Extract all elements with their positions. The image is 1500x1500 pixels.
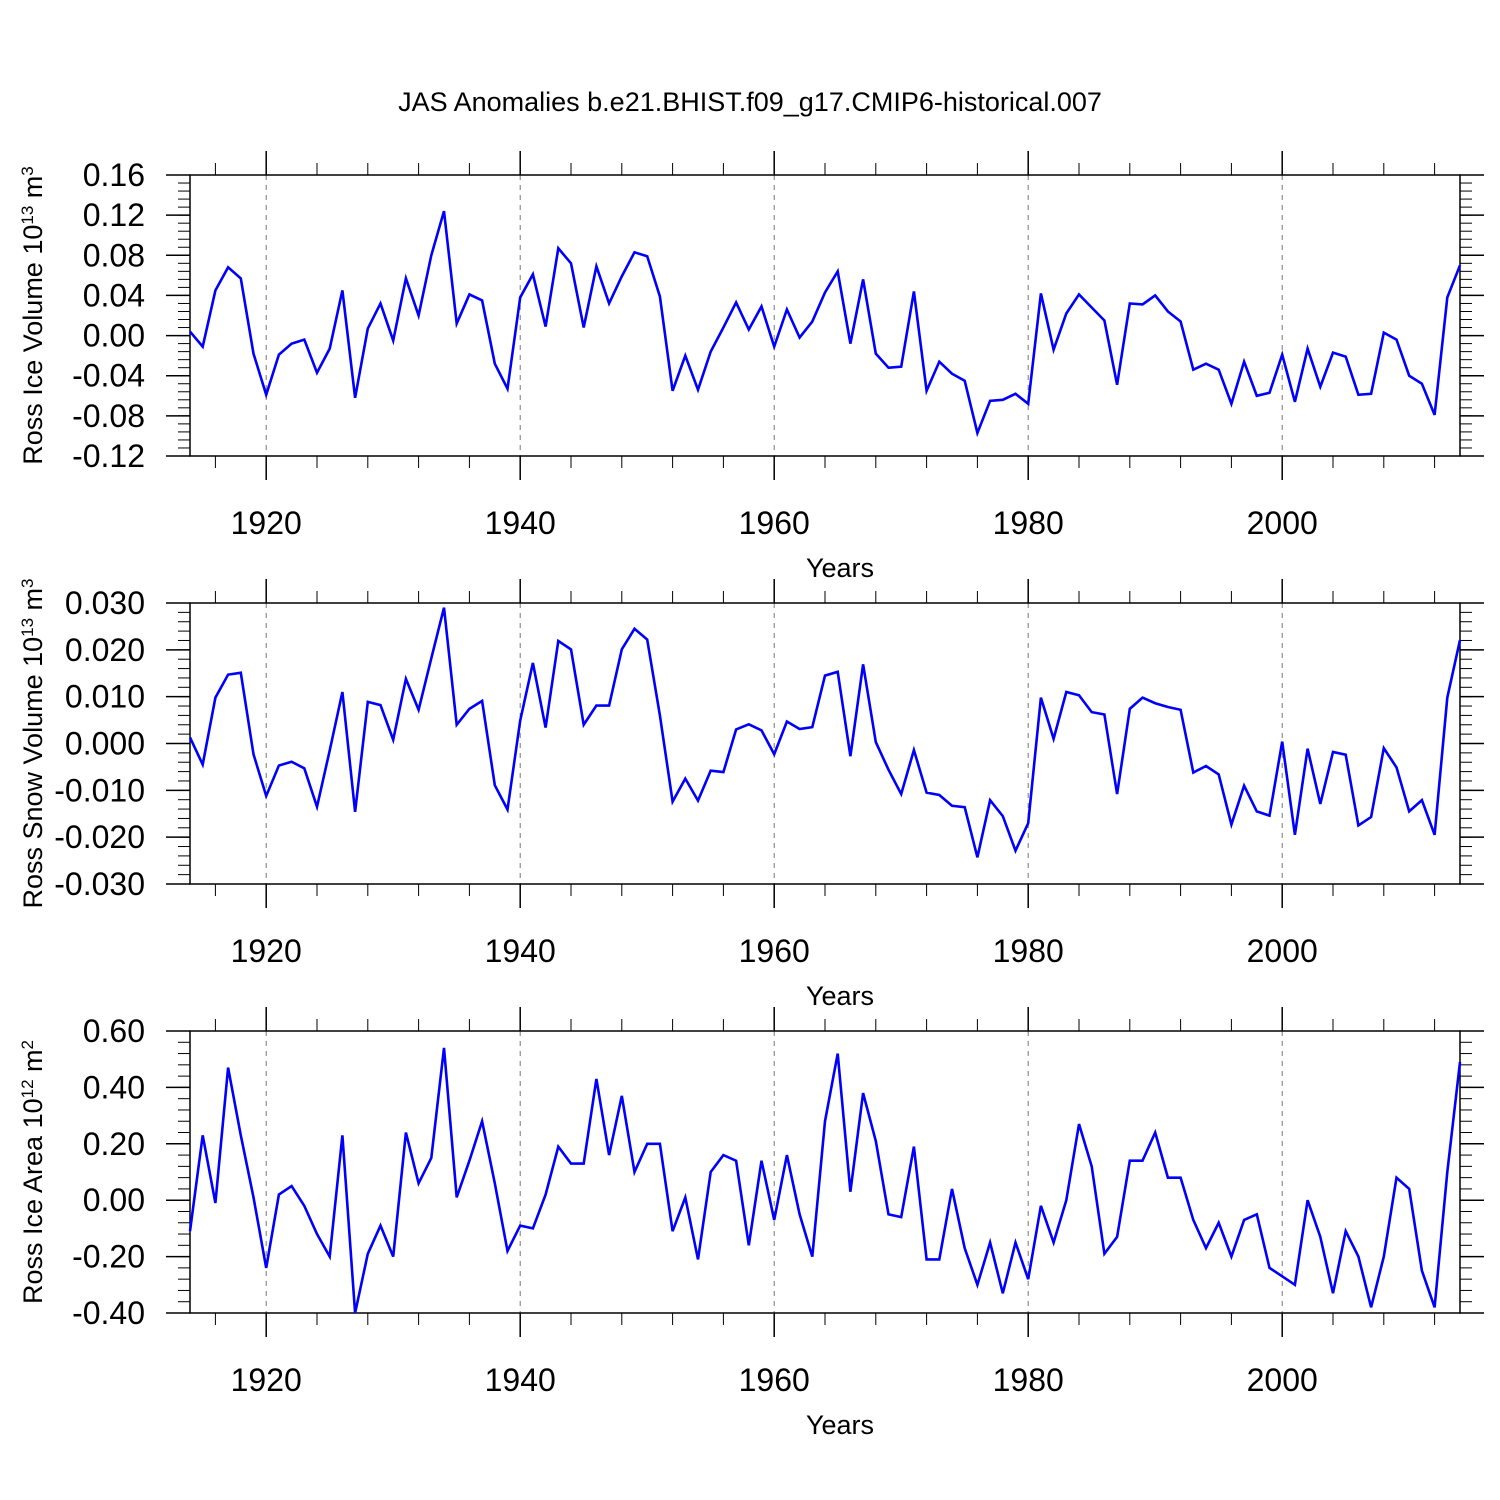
axis-label-y-superscript: 13 — [18, 618, 37, 637]
tick-label-y: -0.04 — [72, 358, 145, 394]
axis-label-y-part: m — [18, 176, 48, 206]
tick-label-y: 0.20 — [83, 1126, 145, 1162]
tick-label-x: 1920 — [231, 505, 302, 541]
tick-label-y: -0.12 — [72, 438, 145, 474]
tick-label-y: -0.20 — [72, 1239, 145, 1275]
data-series-line — [188, 1047, 1462, 1314]
tick-label-y: 0.00 — [83, 318, 145, 354]
axis-label-y-superscript: 3 — [18, 578, 37, 587]
tick-label-x: 1980 — [993, 505, 1064, 541]
axis-label-y-part: Ross Snow Volume 10 — [18, 637, 48, 909]
axis-label-y-superscript: 2 — [18, 1040, 37, 1049]
chart-panel-3: 1920 1940 1960 1980 2000 -0.40 -0.20 0.00 0.20 0.… — [18, 1007, 1484, 1440]
tick-label-x: 1980 — [993, 1362, 1064, 1398]
plot-frame — [189, 174, 1461, 457]
tick-label-y: -0.40 — [72, 1295, 145, 1331]
tick-label-y: 0.08 — [83, 237, 145, 273]
chart-title: JAS Anomalies b.e21.BHIST.f09_g17.CMIP6-… — [398, 87, 1102, 117]
tick-label-x: 1960 — [739, 933, 810, 969]
plot-frame — [189, 1030, 1461, 1314]
data-series-line — [188, 607, 1462, 858]
tick-label-x: 1980 — [993, 933, 1064, 969]
tick-label-x: 2000 — [1247, 1362, 1318, 1398]
axis-label-y-part: Ross Ice Volume 10 — [18, 225, 48, 465]
axis-label-y-superscript: 3 — [18, 166, 37, 175]
tick-label-x: 1920 — [231, 1362, 302, 1398]
tick-label-x: 1940 — [485, 505, 556, 541]
axis-label-y: Ross Ice Area 1012 m2 — [18, 1040, 49, 1304]
tick-label-y: -0.030 — [54, 866, 145, 902]
chart-panel-1: 1920 1940 1960 1980 2000 -0.12 -0.08 -0.04 0.00 0… — [18, 151, 1484, 583]
tick-label-y: 0.16 — [83, 157, 145, 193]
axis-label-x: Years — [806, 1410, 874, 1440]
tick-label-x: 1960 — [739, 505, 810, 541]
axis-label-y: Ross Snow Volume 1013 m3 — [18, 578, 49, 908]
axis-label-y: Ross Ice Volume 1013 m3 — [18, 166, 49, 465]
axis-label-x: Years — [806, 981, 874, 1011]
tick-label-x: 2000 — [1247, 505, 1318, 541]
tick-label-x: 1940 — [485, 1362, 556, 1398]
tick-label-y: 0.40 — [83, 1069, 145, 1105]
tick-label-y: -0.08 — [72, 398, 145, 434]
axis-label-y-superscript: 13 — [18, 206, 37, 225]
tick-label-y: 0.12 — [83, 197, 145, 233]
tick-label-y: 0.00 — [83, 1182, 145, 1218]
axis-label-y-superscript: 12 — [18, 1079, 37, 1098]
tick-label-y: -0.010 — [54, 772, 145, 808]
plot-frame — [189, 602, 1461, 885]
tick-label-x: 2000 — [1247, 933, 1318, 969]
chart-panel-2: 1920 1940 1960 1980 2000 -0.030 -0.020 -0.010 0.… — [18, 578, 1484, 1011]
axis-label-y-part: Ross Ice Area 10 — [18, 1098, 48, 1304]
tick-label-y: 0.04 — [83, 277, 145, 313]
axis-label-y-part: m — [18, 588, 48, 618]
tick-label-x: 1920 — [231, 933, 302, 969]
axis-label-y-part: m — [18, 1049, 48, 1079]
tick-label-y: -0.020 — [54, 819, 145, 855]
tick-label-x: 1940 — [485, 933, 556, 969]
tick-label-y: 0.010 — [65, 679, 145, 715]
tick-label-y: 0.030 — [65, 585, 145, 621]
axis-label-x: Years — [806, 553, 874, 583]
tick-label-y: 0.000 — [65, 726, 145, 762]
tick-label-y: 0.020 — [65, 632, 145, 668]
tick-label-x: 1960 — [739, 1362, 810, 1398]
data-series-line — [189, 210, 1462, 438]
tick-label-y: 0.60 — [83, 1013, 145, 1049]
